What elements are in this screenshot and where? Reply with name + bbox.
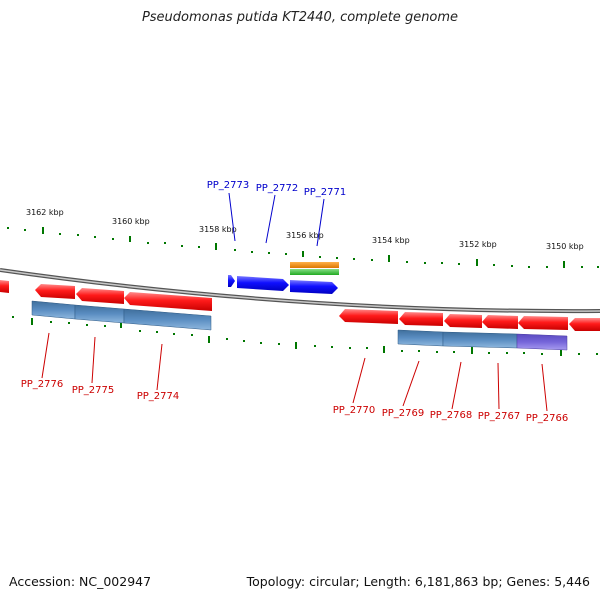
cds-bar-pp2776[interactable]	[31, 300, 76, 320]
accession-text: Accession: NC_002947	[9, 574, 152, 589]
reverse-label-leaders	[41, 332, 548, 412]
gene-label-pp2768[interactable]: PP_2768	[430, 410, 473, 421]
gene-arrow-pp2775[interactable]	[76, 288, 124, 304]
gene-label-pp2775[interactable]: PP_2775	[72, 385, 115, 396]
cds-bar-pp2775[interactable]	[74, 304, 125, 324]
gene-label-pp2767[interactable]: PP_2767	[478, 411, 521, 422]
gene-arrow-pp2771[interactable]	[290, 280, 338, 294]
gene-arrow-offscreen-right[interactable]	[569, 318, 600, 331]
gene-arrow-pp2769[interactable]	[399, 312, 443, 326]
genome-backbone-highlight	[0, 269, 600, 312]
cds-bar-pp2774[interactable]	[123, 308, 212, 331]
reverse-scale-ticks	[12, 316, 598, 356]
forward-scale-ticks	[7, 227, 599, 268]
scale-label: 3160 kbp	[112, 217, 150, 226]
scale-label: 3152 kbp	[459, 240, 497, 249]
forward-gene-labels: PP_2773 PP_2772 PP_2771	[207, 180, 347, 198]
gene-arrow-pp2772[interactable]	[237, 276, 289, 291]
cds-bar-pp2769[interactable]	[397, 329, 444, 347]
gene-label-pp2771[interactable]: PP_2771	[304, 187, 347, 198]
reverse-strand-genes	[0, 280, 600, 331]
gene-label-pp2776[interactable]: PP_2776	[21, 379, 64, 390]
scale-label: 3158 kbp	[199, 225, 237, 234]
scale-label: 3154 kbp	[372, 236, 410, 245]
scale-label: 3162 kbp	[26, 208, 64, 217]
topology-text: Topology: circular; Length: 6,181,863 bp…	[246, 574, 590, 589]
cds-bars	[31, 300, 568, 351]
gene-arrow-pp2766[interactable]	[518, 316, 568, 330]
gene-arrow-pp2768[interactable]	[444, 314, 482, 328]
gene-label-pp2774[interactable]: PP_2774	[137, 391, 180, 402]
feature-green[interactable]	[290, 269, 339, 275]
forward-label-leaders	[228, 192, 325, 247]
reverse-gene-labels: PP_2776 PP_2775 PP_2774 PP_2770 PP_2769 …	[21, 379, 569, 424]
gene-arrow-pp2770[interactable]	[339, 309, 398, 324]
gene-label-pp2766[interactable]: PP_2766	[526, 413, 569, 424]
feature-orange[interactable]	[290, 262, 339, 268]
gene-label-pp2770[interactable]: PP_2770	[333, 405, 376, 416]
gene-arrow-pp2767[interactable]	[482, 315, 518, 329]
genome-title: Pseudomonas putida KT2440, complete geno…	[141, 10, 459, 25]
gene-label-pp2772[interactable]: PP_2772	[256, 183, 299, 194]
gene-arrow-pp2774[interactable]	[124, 292, 212, 311]
cds-bar-pp2766[interactable]	[516, 333, 568, 351]
gene-arrow-pp2776[interactable]	[35, 284, 75, 299]
forward-strand-genes	[228, 262, 339, 294]
cds-bar-pp2768[interactable]	[442, 331, 518, 349]
scale-label: 3156 kbp	[286, 231, 324, 240]
gene-label-pp2769[interactable]: PP_2769	[382, 408, 425, 419]
gene-arrow-pp2773[interactable]	[228, 275, 235, 287]
scale-label: 3150 kbp	[546, 242, 584, 251]
gene-arrow-offscreen-left[interactable]	[0, 280, 9, 293]
gene-label-pp2773[interactable]: PP_2773	[207, 180, 250, 191]
